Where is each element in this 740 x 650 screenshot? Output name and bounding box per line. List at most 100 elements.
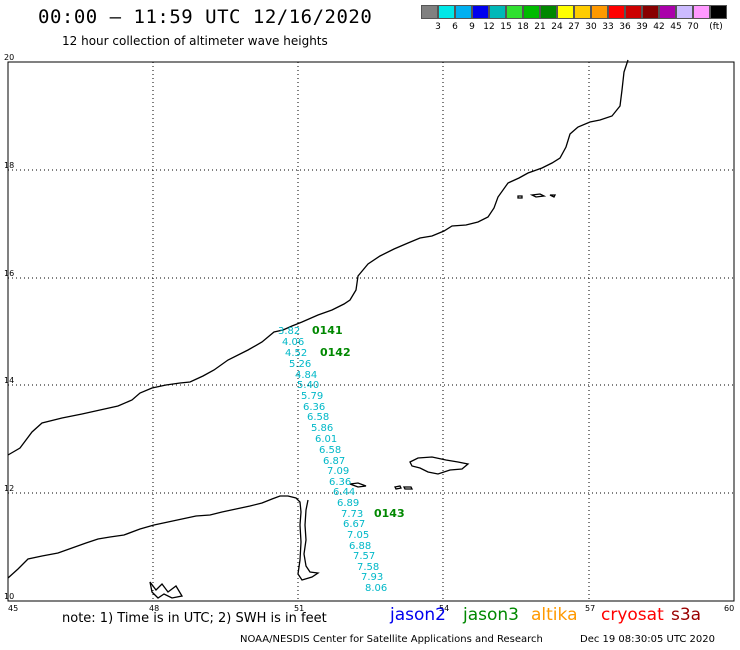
legend-label: 36 (619, 22, 631, 32)
wave-height-label: 6.89 (337, 498, 359, 509)
wave-height-label: 7.05 (347, 530, 369, 541)
horn-of-africa-coastline (7, 495, 320, 581)
satellite-legend-jason3: jason3 (463, 605, 519, 625)
legend-swatch (693, 5, 710, 19)
legend-label: 6 (452, 22, 458, 32)
wave-height-label: 5.26 (289, 359, 311, 370)
footer-timestamp: Dec 19 08:30:05 UTC 2020 (580, 634, 715, 645)
legend-label: 3 (435, 22, 441, 32)
legend-label: 12 (483, 22, 495, 32)
lat-lon-grid (8, 62, 734, 601)
footer-credit: NOAA/NESDIS Center for Satellite Applica… (240, 634, 543, 645)
note-text: note: 1) Time is in UTC; 2) SWH is in fe… (62, 611, 327, 626)
wave-height-label: 5.86 (311, 423, 333, 434)
islet-1 (349, 482, 367, 488)
legend-swatch (625, 5, 642, 19)
wave-height-label: 6.01 (315, 434, 337, 445)
legend-swatch (642, 5, 659, 19)
legend-label: 21 (534, 22, 546, 32)
legend-label: 27 (568, 22, 580, 32)
legend-label: 70 (687, 22, 699, 32)
lon-tick-label: 51 (294, 604, 304, 613)
legend-label: 30 (585, 22, 597, 32)
islet-3 (402, 486, 414, 490)
page-subtitle: 12 hour collection of altimeter wave hei… (62, 34, 328, 48)
satellite-legend-altika: altika (531, 605, 578, 625)
wave-height-label: 3.82 (278, 326, 300, 337)
wave-height-label: 5.40 (297, 380, 319, 391)
lat-tick-label: 14 (4, 376, 14, 385)
legend-swatch (438, 5, 455, 19)
lat-tick-label: 20 (4, 53, 14, 62)
wave-height-label: 7.58 (357, 562, 379, 573)
legend-swatch (455, 5, 472, 19)
islet-6 (549, 194, 557, 198)
wave-height-label: 7.09 (327, 466, 349, 477)
legend-label: 33 (602, 22, 614, 32)
legend-swatch (489, 5, 506, 19)
lat-tick-label: 12 (4, 484, 14, 493)
legend-swatch (574, 5, 591, 19)
legend-label: 39 (636, 22, 648, 32)
wave-height-label: 6.58 (319, 445, 341, 456)
wave-height-label: 4.84 (295, 370, 317, 381)
wave-height-label: 6.36 (303, 402, 325, 413)
lat-tick-label: 18 (4, 161, 14, 170)
wave-height-label: 7.73 (341, 509, 363, 520)
lon-tick-label: 54 (439, 604, 449, 613)
islet-5 (529, 193, 547, 198)
wave-height-label: 4.06 (282, 337, 304, 348)
lat-tick-label: 10 (4, 592, 14, 601)
satellite-legend-jason2: jason2 (390, 605, 446, 625)
legend-swatch (710, 5, 727, 19)
wave-height-label: 6.58 (307, 412, 329, 423)
axis-labels: 45 48 51 54 57 60 20 18 16 14 12 10 (4, 53, 734, 613)
wave-height-label: 7.93 (361, 572, 383, 583)
map-frame (7, 61, 735, 602)
jason3-track: 3.824.064.525.264.845.405.796.366.585.86… (278, 324, 405, 594)
legend-swatch (608, 5, 625, 19)
legend-swatch (472, 5, 489, 19)
wave-height-label: 8.06 (365, 583, 387, 594)
wave-height-label: 7.57 (353, 551, 375, 562)
lon-tick-label: 60 (724, 604, 734, 613)
wave-height-label: 6.87 (323, 456, 345, 467)
legend-swatch (421, 5, 438, 19)
legend-swatch (659, 5, 676, 19)
legend-label: 24 (551, 22, 563, 32)
lat-tick-label: 16 (4, 269, 14, 278)
satellite-legend-cryosat: cryosat (601, 605, 664, 625)
track-time-label: 0142 (320, 346, 351, 359)
lon-tick-label: 45 (8, 604, 18, 613)
coastal-fragments (149, 581, 184, 599)
legend-swatch (676, 5, 693, 19)
legend-swatch (506, 5, 523, 19)
wave-height-label: 6.44 (333, 487, 355, 498)
socotra-island (409, 456, 470, 475)
lon-tick-label: 57 (585, 604, 595, 613)
lon-tick-label: 48 (149, 604, 159, 613)
wave-height-label: 6.88 (349, 541, 371, 552)
legend-label: 45 (670, 22, 682, 32)
legend-label: 9 (469, 22, 475, 32)
coastline (7, 59, 629, 599)
wave-height-label: 4.52 (285, 348, 307, 359)
legend-swatch (591, 5, 608, 19)
wave-height-label: 6.36 (329, 477, 351, 488)
islet-2 (394, 485, 402, 490)
satellite-legend-s3a: s3a (671, 605, 702, 625)
legend-swatch (557, 5, 574, 19)
legend-swatch (540, 5, 557, 19)
legend-unit: (ft) (709, 22, 723, 32)
legend-label: 15 (500, 22, 512, 32)
wave-height-label: 6.67 (343, 519, 365, 530)
legend-swatch (523, 5, 540, 19)
wave-height-label: 5.79 (301, 391, 323, 402)
page-title: 00:00 – 11:59 UTC 12/16/2020 (38, 6, 373, 28)
legend-label: 18 (517, 22, 529, 32)
track-time-label: 0143 (374, 507, 405, 520)
islet-4 (517, 195, 523, 199)
arabian-coastline (7, 59, 629, 456)
track-time-label: 0141 (312, 324, 343, 337)
